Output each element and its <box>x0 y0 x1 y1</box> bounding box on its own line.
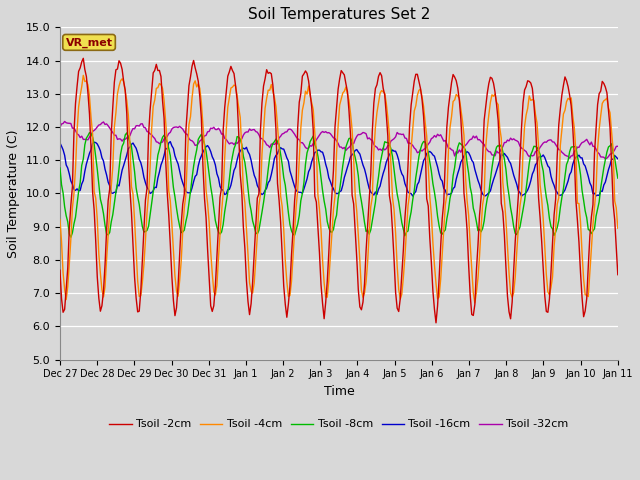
Tsoil -2cm <box>586 234 594 240</box>
Tsoil -4cm <box>243 225 250 231</box>
Line: Tsoil -2cm: Tsoil -2cm <box>60 59 618 323</box>
Tsoil -8cm <box>614 175 621 181</box>
Line: Tsoil -16cm: Tsoil -16cm <box>60 142 618 196</box>
Tsoil -2cm <box>614 272 621 277</box>
Tsoil -32cm <box>126 133 134 139</box>
Tsoil -2cm <box>79 56 87 61</box>
Legend: Tsoil -2cm, Tsoil -4cm, Tsoil -8cm, Tsoil -16cm, Tsoil -32cm: Tsoil -2cm, Tsoil -4cm, Tsoil -8cm, Tsoi… <box>105 415 573 434</box>
Tsoil -16cm <box>518 193 525 199</box>
Tsoil -32cm <box>584 139 592 145</box>
Tsoil -8cm <box>225 177 233 182</box>
Tsoil -16cm <box>56 140 64 146</box>
Tsoil -8cm <box>86 130 93 135</box>
Tsoil -4cm <box>471 300 479 306</box>
Tsoil -2cm <box>252 224 260 229</box>
Tsoil -16cm <box>224 187 232 192</box>
Line: Tsoil -32cm: Tsoil -32cm <box>60 121 618 159</box>
Tsoil -16cm <box>301 181 309 187</box>
Line: Tsoil -8cm: Tsoil -8cm <box>60 132 618 237</box>
Tsoil -32cm <box>243 129 250 135</box>
Tsoil -32cm <box>614 144 621 149</box>
Tsoil -2cm <box>224 73 232 79</box>
Tsoil -8cm <box>56 165 64 171</box>
Tsoil -4cm <box>224 104 232 110</box>
Tsoil -4cm <box>56 216 64 222</box>
Tsoil -8cm <box>244 185 252 191</box>
X-axis label: Time: Time <box>323 385 355 398</box>
Tsoil -16cm <box>252 176 260 182</box>
Tsoil -2cm <box>56 267 64 273</box>
Tsoil -2cm <box>126 186 134 192</box>
Tsoil -8cm <box>586 228 594 233</box>
Tsoil -32cm <box>301 144 309 150</box>
Tsoil -16cm <box>166 139 174 144</box>
Tsoil -8cm <box>67 234 75 240</box>
Title: Soil Temperatures Set 2: Soil Temperatures Set 2 <box>248 7 430 22</box>
Tsoil -32cm <box>602 156 609 162</box>
Tsoil -8cm <box>253 231 261 237</box>
Text: VR_met: VR_met <box>65 37 113 48</box>
Tsoil -4cm <box>586 269 594 275</box>
Tsoil -16cm <box>243 144 250 150</box>
Tsoil -8cm <box>303 150 311 156</box>
Tsoil -4cm <box>614 226 621 231</box>
Line: Tsoil -4cm: Tsoil -4cm <box>60 75 618 303</box>
Tsoil -2cm <box>243 277 250 283</box>
Tsoil -2cm <box>301 68 309 74</box>
Tsoil -4cm <box>126 140 134 145</box>
Tsoil -32cm <box>61 119 68 124</box>
Tsoil -32cm <box>252 129 260 134</box>
Tsoil -16cm <box>586 180 594 186</box>
Tsoil -16cm <box>125 146 132 152</box>
Tsoil -16cm <box>614 156 621 162</box>
Tsoil -32cm <box>56 124 64 130</box>
Y-axis label: Soil Temperature (C): Soil Temperature (C) <box>7 129 20 258</box>
Tsoil -4cm <box>252 257 260 263</box>
Tsoil -4cm <box>301 88 309 94</box>
Tsoil -4cm <box>79 72 87 78</box>
Tsoil -32cm <box>224 139 232 145</box>
Tsoil -2cm <box>432 320 440 326</box>
Tsoil -8cm <box>127 144 135 149</box>
